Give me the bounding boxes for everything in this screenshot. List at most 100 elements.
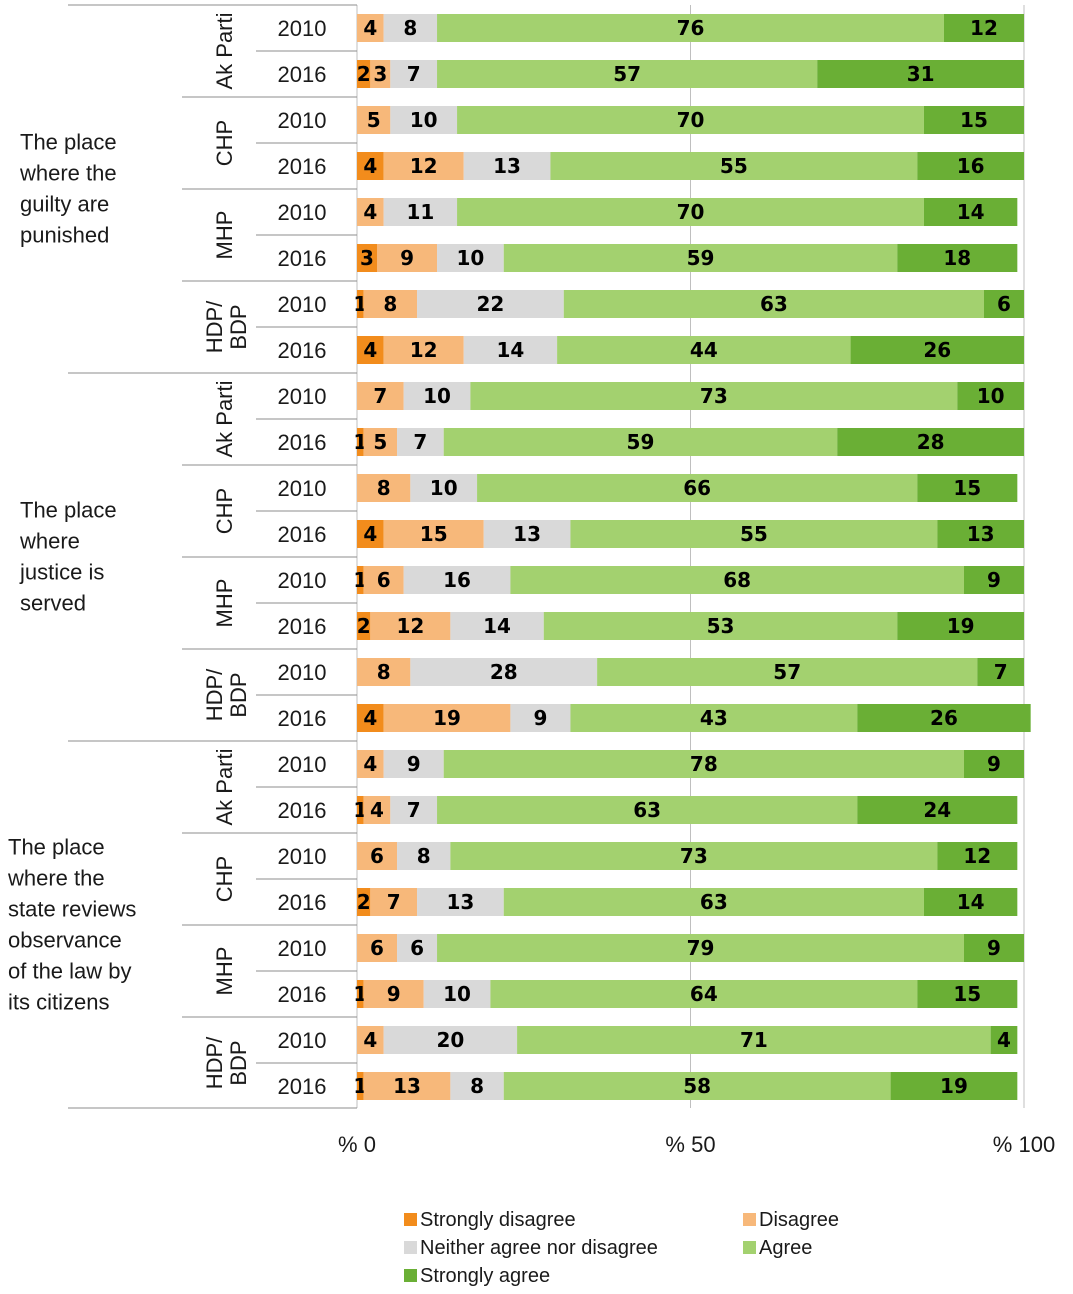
year-label: 2016: [278, 430, 327, 455]
bar-segment: [923, 106, 1024, 134]
bar-segment: [483, 520, 571, 548]
data-label: 7: [994, 660, 1008, 684]
data-label: 7: [413, 430, 427, 454]
bar-segment: [370, 60, 391, 88]
data-label: 63: [633, 798, 661, 822]
bar-segment: [570, 704, 858, 732]
bar-segment: [450, 612, 544, 640]
bar-segment: [357, 336, 384, 364]
year-label: 2016: [278, 890, 327, 915]
year-label: 2016: [278, 706, 327, 731]
bar-segment: [357, 658, 411, 686]
data-label: 15: [953, 476, 981, 500]
data-label: 14: [483, 614, 511, 638]
bar-segment: [897, 244, 1018, 272]
group-label-line: of the law by: [8, 959, 132, 984]
data-label: 13: [393, 1074, 421, 1098]
party-label-line: Ak Parti: [212, 748, 237, 825]
bar-segment: [437, 934, 964, 962]
data-label: 70: [677, 200, 705, 224]
bar-segment: [377, 244, 438, 272]
year-label: 2010: [278, 844, 327, 869]
party-label: MHP: [212, 947, 237, 996]
bar-segment: [850, 336, 1024, 364]
data-label: 4: [363, 200, 377, 224]
year-label: 2010: [278, 660, 327, 685]
year-label: 2016: [278, 522, 327, 547]
bar-segment: [403, 382, 471, 410]
party-label: MHP: [212, 211, 237, 260]
party-label-line: HDP/: [202, 668, 227, 721]
bar-segment: [390, 60, 438, 88]
group-label-line: punished: [20, 223, 109, 248]
bar-segment: [357, 750, 384, 778]
bar-segment: [470, 382, 958, 410]
bar-segment: [490, 980, 918, 1008]
legend: Strongly disagree Disagree Neither agree n…: [404, 1209, 839, 1287]
data-label: 4: [363, 522, 377, 546]
bar-segment: [357, 1072, 364, 1100]
bar-segment: [477, 474, 918, 502]
bar-segment: [897, 612, 1024, 640]
bar-segment: [977, 658, 1024, 686]
party-label-line: BDP: [226, 1040, 251, 1085]
bar-segment: [390, 106, 458, 134]
year-label: 2016: [278, 614, 327, 639]
party-label: CHP: [212, 488, 237, 534]
bar-segment: [557, 336, 851, 364]
data-label: 10: [977, 384, 1005, 408]
data-label: 70: [677, 108, 705, 132]
data-label: 3: [360, 246, 374, 270]
bar-segment: [503, 888, 924, 916]
data-label: 14: [496, 338, 524, 362]
bar-segment: [570, 520, 938, 548]
data-label: 19: [433, 706, 461, 730]
data-label: 9: [387, 982, 401, 1006]
bar-segment: [357, 704, 384, 732]
group-label-line: The place: [20, 498, 117, 523]
bar-segment: [357, 612, 371, 640]
year-label: 2016: [278, 982, 327, 1007]
bar-segment: [357, 244, 378, 272]
data-label: 7: [387, 890, 401, 914]
party-label-line: Ak Parti: [212, 380, 237, 457]
legend-swatch: [404, 1213, 417, 1226]
bar-segment: [383, 336, 464, 364]
data-label: 9: [987, 752, 1001, 776]
data-label: 6: [377, 568, 391, 592]
data-label: 11: [406, 200, 434, 224]
bar-segment: [410, 474, 478, 502]
data-label: 10: [443, 982, 471, 1006]
bar-segment: [437, 60, 818, 88]
data-label: 7: [407, 798, 421, 822]
bar-segment: [383, 14, 438, 42]
data-label: 59: [687, 246, 715, 270]
bar-segment: [357, 1026, 384, 1054]
bar-segment: [390, 796, 438, 824]
bar-segment: [363, 980, 424, 1008]
bar-segment: [383, 198, 458, 226]
group-label-line: The place: [8, 835, 105, 860]
bar-segment: [357, 520, 384, 548]
bar-segment: [370, 612, 451, 640]
bar-segment: [363, 428, 398, 456]
x-tick-label: % 50: [665, 1132, 715, 1157]
party-label: CHP: [212, 856, 237, 902]
bar-segment: [397, 842, 451, 870]
party-label-line: HDP/: [202, 300, 227, 353]
data-label: 13: [446, 890, 474, 914]
data-label: 53: [707, 614, 735, 638]
year-label: 2016: [278, 62, 327, 87]
x-axis: % 0 % 50 % 100: [338, 1132, 1055, 1157]
party-label: HDP/BDP: [202, 1036, 251, 1089]
group-label-line: where the: [7, 866, 105, 891]
bar-segment: [357, 796, 364, 824]
bar-segment: [923, 198, 1018, 226]
year-label: 2010: [278, 936, 327, 961]
data-label: 6: [410, 936, 424, 960]
year-label: 2010: [278, 200, 327, 225]
party-label-line: MHP: [212, 579, 237, 628]
bar-segment: [917, 474, 1018, 502]
legend-label: Strongly agree: [420, 1265, 550, 1287]
bar-segment: [363, 796, 391, 824]
